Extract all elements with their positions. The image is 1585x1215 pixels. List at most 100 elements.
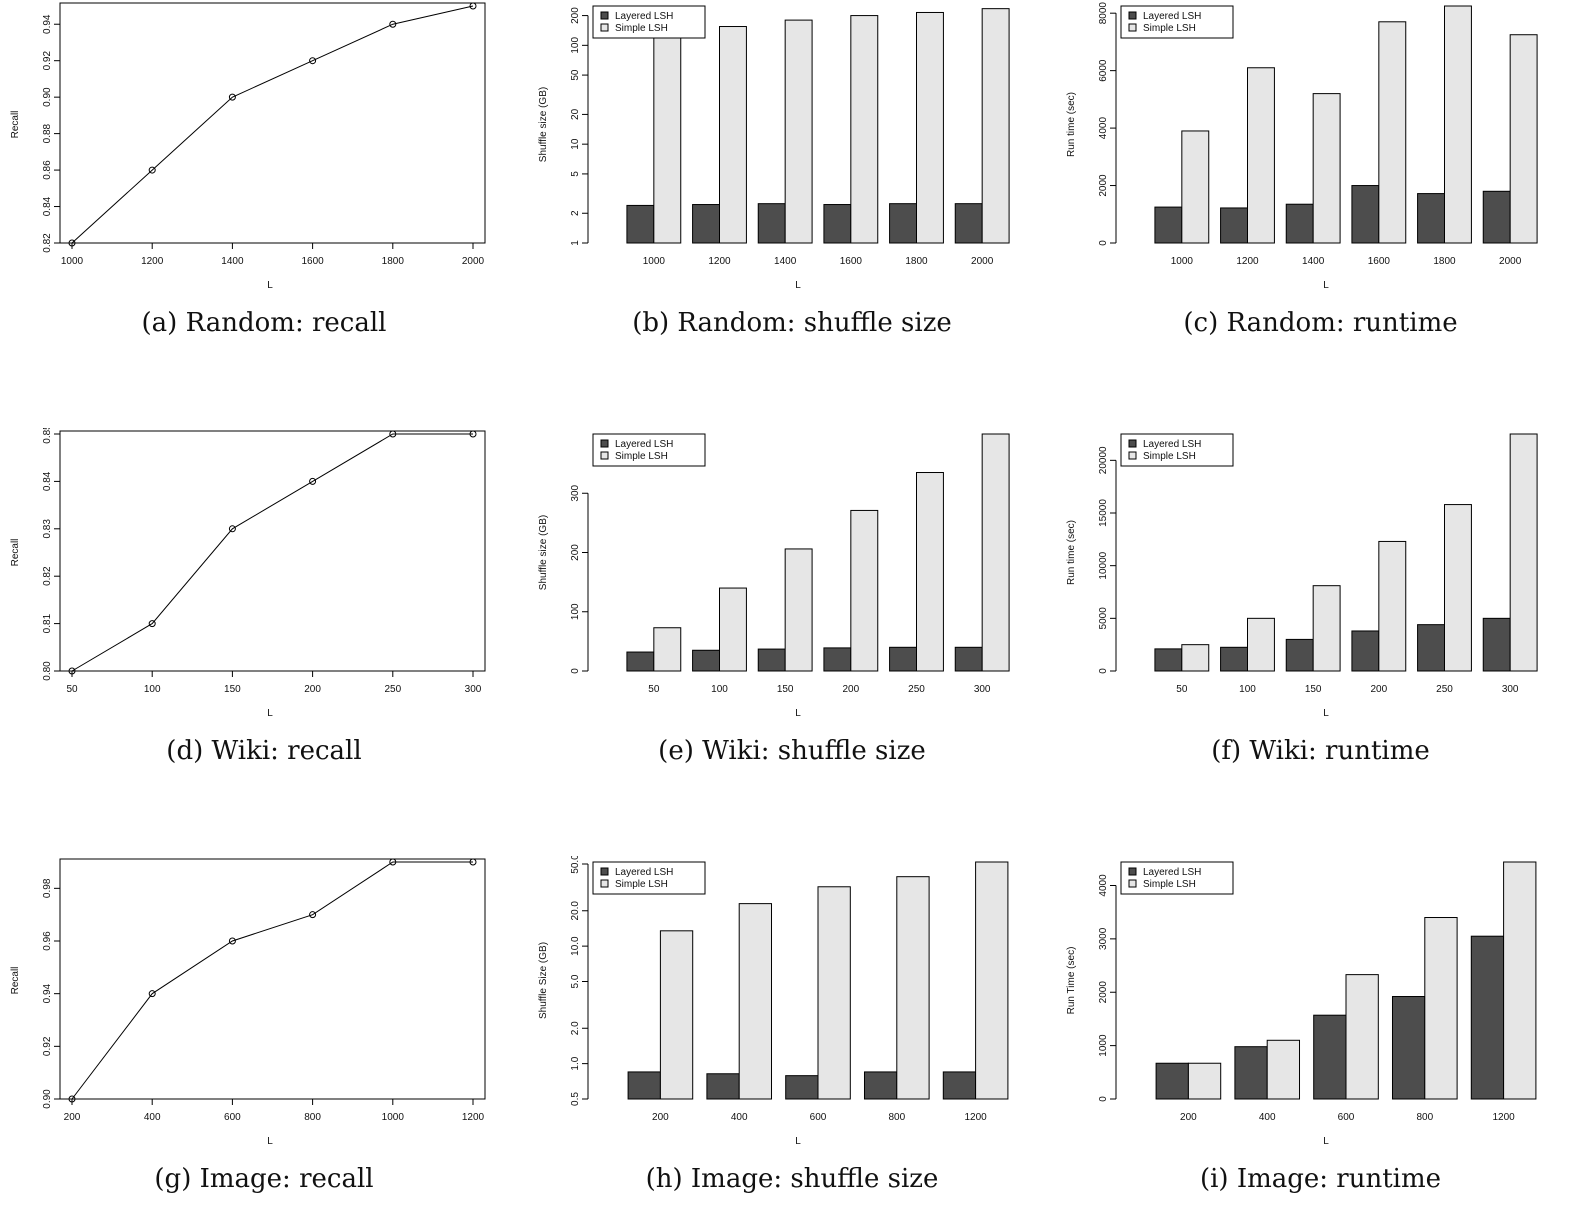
legend-label: Layered LSH xyxy=(615,439,673,450)
y-tick-label: 0.90 xyxy=(42,1089,53,1109)
x-tick-label: 1600 xyxy=(840,256,863,267)
y-tick-label: 50.0 xyxy=(570,856,581,874)
legend-box xyxy=(1120,433,1234,467)
plot-box xyxy=(59,2,486,244)
data-point xyxy=(389,20,397,28)
y-tick-label: 8000 xyxy=(1098,2,1109,25)
x-axis-label: L xyxy=(795,708,801,719)
bar xyxy=(1351,185,1380,244)
data-point xyxy=(228,937,236,945)
x-tick-label: 600 xyxy=(224,1112,241,1123)
y-tick-label: 100 xyxy=(570,603,581,620)
y-tick-label: 5000 xyxy=(1098,607,1109,630)
x-tick-label: 150 xyxy=(777,684,794,695)
bar xyxy=(627,1071,661,1100)
x-tick-label: 1800 xyxy=(382,256,405,267)
bar xyxy=(823,204,852,244)
legend-swatch xyxy=(1128,867,1137,876)
chart-svg: 0 5000 10000 15000 20000 Run time (sec) L 50 100… xyxy=(1066,433,1538,719)
x-tick-label: 400 xyxy=(1259,1112,1276,1123)
chart-panel: 0 5000 10000 15000 20000 Run time (sec) L 50 100… xyxy=(1056,428,1585,856)
bar xyxy=(1154,206,1183,244)
chart-panel: 0.90 0.92 0.94 0.96 0.98 Recall L 200 400 600 800 1… xyxy=(0,856,528,1215)
x-tick-label: 1000 xyxy=(643,256,666,267)
bar xyxy=(1187,1062,1222,1100)
chart-caption: (e) Wiki: shuffle size xyxy=(658,736,926,766)
data-point xyxy=(309,477,317,485)
bar xyxy=(1345,974,1379,1100)
x-tick-label: 200 xyxy=(64,1112,81,1123)
legend-swatch xyxy=(1128,879,1137,888)
bar xyxy=(1509,34,1538,244)
x-tick-label: 50 xyxy=(648,684,660,695)
legend-swatch xyxy=(1128,23,1137,32)
y-tick-label: 10000 xyxy=(1098,551,1109,579)
x-tick-label: 250 xyxy=(1436,684,1453,695)
y-tick-label: 0.82 xyxy=(42,566,53,586)
legend-label: Layered LSH xyxy=(615,867,673,878)
bar xyxy=(954,646,983,672)
x-axis-label: L xyxy=(267,280,273,291)
bar xyxy=(981,433,1010,672)
y-tick-label: 0.98 xyxy=(42,878,53,898)
bar xyxy=(889,203,917,244)
y-axis-label: Recall xyxy=(10,111,21,139)
x-axis-label: L xyxy=(1323,708,1329,719)
chart-panel: 0.80 0.81 0.82 0.83 0.84 0.85 Recall L 50 100 150 2… xyxy=(0,428,528,856)
legend-label: Simple LSH xyxy=(615,451,668,462)
y-tick-label: 5.0 xyxy=(570,974,581,988)
chart-caption: (g) Image: recall xyxy=(154,1164,374,1194)
x-axis-label: L xyxy=(795,280,801,291)
bar xyxy=(850,15,879,244)
y-tick-label: 300 xyxy=(570,484,581,501)
x-tick-label: 200 xyxy=(842,684,859,695)
x-tick-label: 1800 xyxy=(1433,256,1456,267)
chart-panel: 0 100 200 300 Shuffle size (GB) L 50 100 150 200 2… xyxy=(528,428,1056,856)
legend-label: Layered LSH xyxy=(615,11,673,22)
bar xyxy=(981,8,1010,244)
x-tick-label: 1200 xyxy=(462,1112,485,1123)
data-point xyxy=(469,858,477,866)
legend-label: Simple LSH xyxy=(1143,451,1196,462)
bar xyxy=(1313,1014,1347,1100)
bar xyxy=(1220,646,1248,672)
bar xyxy=(659,930,694,1100)
bar xyxy=(1391,996,1426,1100)
chart-panel: 0 2000 4000 6000 8000 Run time (sec) L 1000 1200… xyxy=(1056,0,1585,428)
x-tick-label: 800 xyxy=(304,1112,321,1123)
x-tick-label: 600 xyxy=(1338,1112,1355,1123)
x-tick-label: 300 xyxy=(1502,684,1519,695)
bar xyxy=(706,1073,740,1100)
x-tick-label: 200 xyxy=(1370,684,1387,695)
bar xyxy=(653,33,682,244)
bar xyxy=(1220,207,1248,244)
x-tick-label: 1000 xyxy=(1171,256,1194,267)
data-point xyxy=(309,911,317,919)
series-line xyxy=(71,861,473,1100)
y-tick-label: 20 xyxy=(570,108,581,120)
y-axis-label: Shuffle size (GB) xyxy=(538,87,549,162)
bar xyxy=(738,903,773,1100)
y-tick-label: 10 xyxy=(570,138,581,150)
data-point xyxy=(148,620,156,628)
x-tick-label: 100 xyxy=(144,684,161,695)
x-tick-label: 1200 xyxy=(708,256,731,267)
data-point xyxy=(148,166,156,174)
bar xyxy=(975,861,1009,1100)
x-axis-label: L xyxy=(1323,280,1329,291)
bar xyxy=(626,204,655,244)
data-point xyxy=(68,239,76,247)
x-tick-label: 200 xyxy=(304,684,321,695)
x-tick-label: 800 xyxy=(888,1112,905,1123)
y-tick-label: 0.94 xyxy=(42,14,53,34)
y-tick-label: 0.85 xyxy=(42,428,53,444)
y-tick-label: 6000 xyxy=(1098,59,1109,82)
bar xyxy=(1285,638,1314,672)
legend-box xyxy=(592,5,706,39)
x-tick-label: 1600 xyxy=(1368,256,1391,267)
chart-caption: (b) Random: shuffle size xyxy=(632,308,952,338)
x-tick-label: 200 xyxy=(652,1112,669,1123)
